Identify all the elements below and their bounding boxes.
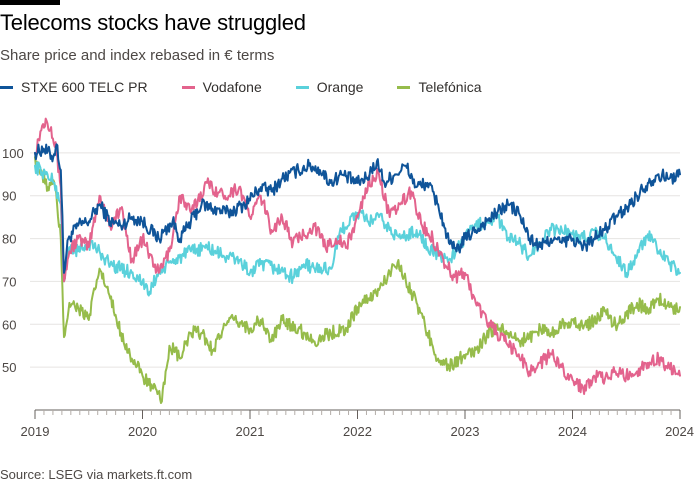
legend-label-telefonica: Telefónica [418,79,482,95]
x-tick-label-2: 2021 [236,424,265,439]
x-tick-label-0: 2019 [21,424,50,439]
y-tick-label-100: 100 [2,146,24,161]
brand-bar [0,0,60,5]
legend-label-vodafone: Vodafone [202,79,262,95]
legend-swatch-orange [295,85,309,89]
x-tick-label-5: 2024 [558,424,587,439]
y-tick-label-90: 90 [2,189,16,204]
chart-title: Telecoms stocks have struggled [0,10,306,35]
line-chart: 50 60 70 80 90 100 2019 2020 2021 2022 2023 2024 202… [2,117,694,439]
y-tick-label-60: 60 [2,317,16,332]
series-line-stxe-600-telc-pr [34,143,681,274]
x-tick-label-6: 2024 [665,424,694,439]
legend-item-orange: Orange [295,79,364,95]
legend-label-stxe: STXE 600 TELC PR [21,79,148,95]
legend-item-stxe: STXE 600 TELC PR [0,79,148,95]
x-tick-label-1: 2020 [128,424,157,439]
chart-subtitle: Share price and index rebased in € terms [0,47,275,64]
legend-item-vodafone: Vodafone [181,79,262,95]
source-note: Source: LSEG via markets.ft.com [0,467,193,482]
y-tick-label-80: 80 [2,232,16,247]
x-tick-label-4: 2023 [451,424,480,439]
x-tick-label-3: 2022 [343,424,372,439]
legend-label-orange: Orange [316,79,364,95]
y-tick-label-50: 50 [2,360,16,375]
legend-swatch-stxe [0,85,13,89]
legend-swatch-vodafone [181,85,195,89]
legend-swatch-telefonica [397,85,411,89]
legend: STXE 600 TELC PR Vodafone Orange Telefón… [0,79,516,95]
legend-item-telefonica: Telefónica [397,79,482,95]
series-line-telef-nica [34,156,681,404]
y-tick-label-70: 70 [2,274,16,289]
series-line-vodafone [34,117,681,395]
